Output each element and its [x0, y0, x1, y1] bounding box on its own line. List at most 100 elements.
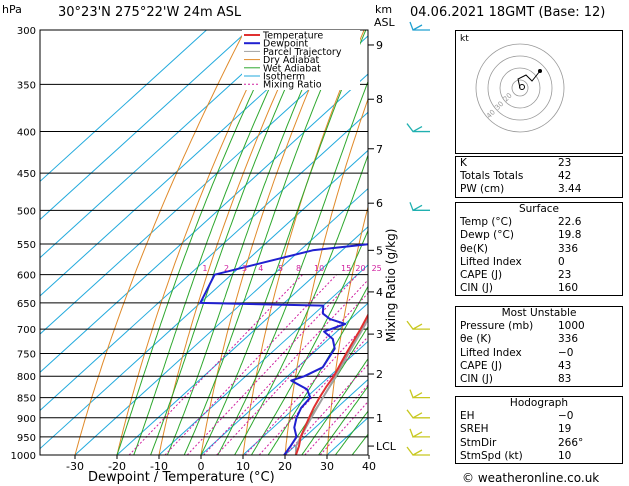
km-tick-label: 3 — [376, 328, 383, 341]
row-value: 266° — [558, 436, 584, 449]
hodograph-unit: kt — [460, 34, 469, 44]
temperature-line — [294, 313, 368, 455]
row-value: 19.8 — [558, 229, 582, 242]
mixing-ratio-label: 8 — [296, 264, 301, 273]
isotherm-line — [40, 35, 368, 335]
km-tick-label: 5 — [376, 244, 383, 257]
section-title: Surface — [518, 203, 559, 215]
table-row: Totals Totals 42 — [456, 170, 622, 183]
row-value: 83 — [558, 373, 572, 386]
table-row: CIN (J) 160 — [456, 282, 622, 295]
temp-tick-label: 40 — [362, 460, 376, 473]
km-tick-label: 8 — [376, 93, 383, 106]
row-value: −0 — [558, 410, 574, 423]
row-label: K — [460, 157, 467, 169]
table-row: EH −0 — [456, 410, 622, 423]
wind-barb — [409, 389, 430, 399]
table-row: θe(K) 336 — [456, 243, 622, 256]
table-row: CIN (J) 83 — [456, 373, 622, 386]
storm-motion-marker — [519, 84, 525, 90]
km-tick-label: 7 — [376, 143, 383, 156]
row-label: PW (cm) — [460, 183, 505, 196]
km-tick-label: 6 — [376, 197, 383, 210]
hodograph-stats-table: Hodograph EH −0 SREH 19 StmDir 266° StmSpd (kt)… — [455, 396, 623, 465]
mixing-ratio-label: 25 — [372, 264, 382, 273]
mixing-ratio-label: 5 — [278, 264, 283, 273]
row-value: 43 — [558, 359, 572, 372]
row-value: 1000 — [558, 320, 585, 333]
isotherm-line — [40, 30, 291, 259]
wet-adiabat-line — [183, 30, 347, 455]
table-row: CAPE (J) 43 — [456, 360, 622, 373]
isotherm-line — [40, 149, 368, 450]
pressure-tick-label: 750 — [17, 349, 36, 360]
row-value: 3.44 — [558, 183, 582, 196]
pressure-tick-label: 800 — [17, 372, 36, 383]
row-label: Totals Totals — [460, 170, 524, 183]
row-value: 19 — [558, 423, 572, 436]
row-label: StmSpd (kt) — [460, 449, 523, 462]
temp-tick-label: -10 — [150, 460, 168, 473]
row-value: 23 — [558, 157, 572, 169]
km-tick-label: 2 — [376, 368, 383, 381]
pressure-tick-label: 300 — [17, 26, 36, 37]
temp-tick-label: 10 — [236, 460, 250, 473]
hodograph-ring-label: 20 — [502, 91, 514, 103]
surface-table: Surface Temp (°C) 22.6 Dewp (°C) 19.8 θe(K) 33… — [455, 202, 623, 297]
legend-entry: Wet Adiabat — [263, 63, 321, 74]
section-title: Most Unstable — [501, 307, 577, 319]
row-value: 160 — [558, 282, 579, 295]
legend-entry: Isotherm — [263, 72, 305, 83]
hodograph-trace — [517, 70, 541, 89]
isotherm-line — [40, 30, 249, 221]
wet-adiabat-line — [301, 357, 368, 455]
mixing-ratio-label: 4 — [258, 264, 263, 273]
legend-entry: Mixing Ratio — [263, 80, 322, 91]
km-tick-label: 4 — [376, 286, 383, 299]
mixing-ratio-line — [216, 292, 368, 455]
wind-barb — [406, 123, 430, 133]
pressure-tick-label: 900 — [17, 414, 36, 425]
isotherm-line — [200, 302, 368, 455]
table-row: Pressure (mb) 1000 — [456, 320, 622, 333]
mixing-ratio-line — [258, 336, 368, 455]
hodograph-ring — [499, 67, 541, 109]
isotherm-line — [158, 264, 368, 455]
table-row: StmSpd (kt) 10 — [456, 450, 622, 463]
row-value: 336 — [558, 242, 579, 255]
temp-tick-label: 30 — [320, 460, 334, 473]
pressure-tick-label: 700 — [17, 325, 36, 336]
wind-barb — [406, 446, 430, 456]
isotherm-line — [74, 187, 368, 455]
km-tick-label: 1 — [376, 412, 383, 425]
row-label: Dewp (°C) — [460, 229, 514, 242]
table-row: PW (cm) 3.44 — [456, 183, 622, 196]
hpa-label: hPa — [2, 3, 22, 16]
wind-barb — [406, 409, 430, 419]
datetime-title: 04.06.2021 18GMT (Base: 12) — [410, 5, 606, 20]
table-row: SREH 19 — [456, 423, 622, 436]
indices-table: K 23 Totals Totals 42 PW (cm) 3.44 — [455, 156, 623, 198]
table-row: K 23 — [456, 157, 622, 170]
legend-entry: Dry Adiabat — [263, 55, 320, 66]
pressure-tick-label: 400 — [17, 128, 36, 139]
temp-tick-label: 0 — [198, 460, 205, 473]
row-label: CAPE (J) — [460, 359, 503, 372]
temp-tick-label: -20 — [108, 460, 126, 473]
axes: 1 2 3 4 5 8 10 15 20 2530035040045050055060065070… — [11, 21, 430, 473]
hodograph-ring-label: 40 — [485, 108, 497, 120]
wet-adiabat-line — [267, 285, 368, 455]
hodograph-panel: kt 20 30 40 — [455, 30, 623, 154]
hodograph-ring-label: 30 — [493, 100, 505, 112]
legend: Temperature Dewpoint Parcel Trajectory Dry … — [242, 30, 360, 91]
copyright: © weatheronline.co.uk — [462, 471, 600, 485]
pressure-tick-label: 500 — [17, 206, 36, 217]
legend-entry: Temperature — [262, 31, 323, 42]
plot-frame — [39, 29, 369, 456]
pressure-tick-label: 1000 — [11, 451, 36, 462]
isotherm-line — [242, 340, 368, 455]
row-value: 42 — [558, 170, 572, 183]
row-label: CIN (J) — [460, 282, 493, 295]
mixing-ratio-line — [203, 279, 368, 455]
